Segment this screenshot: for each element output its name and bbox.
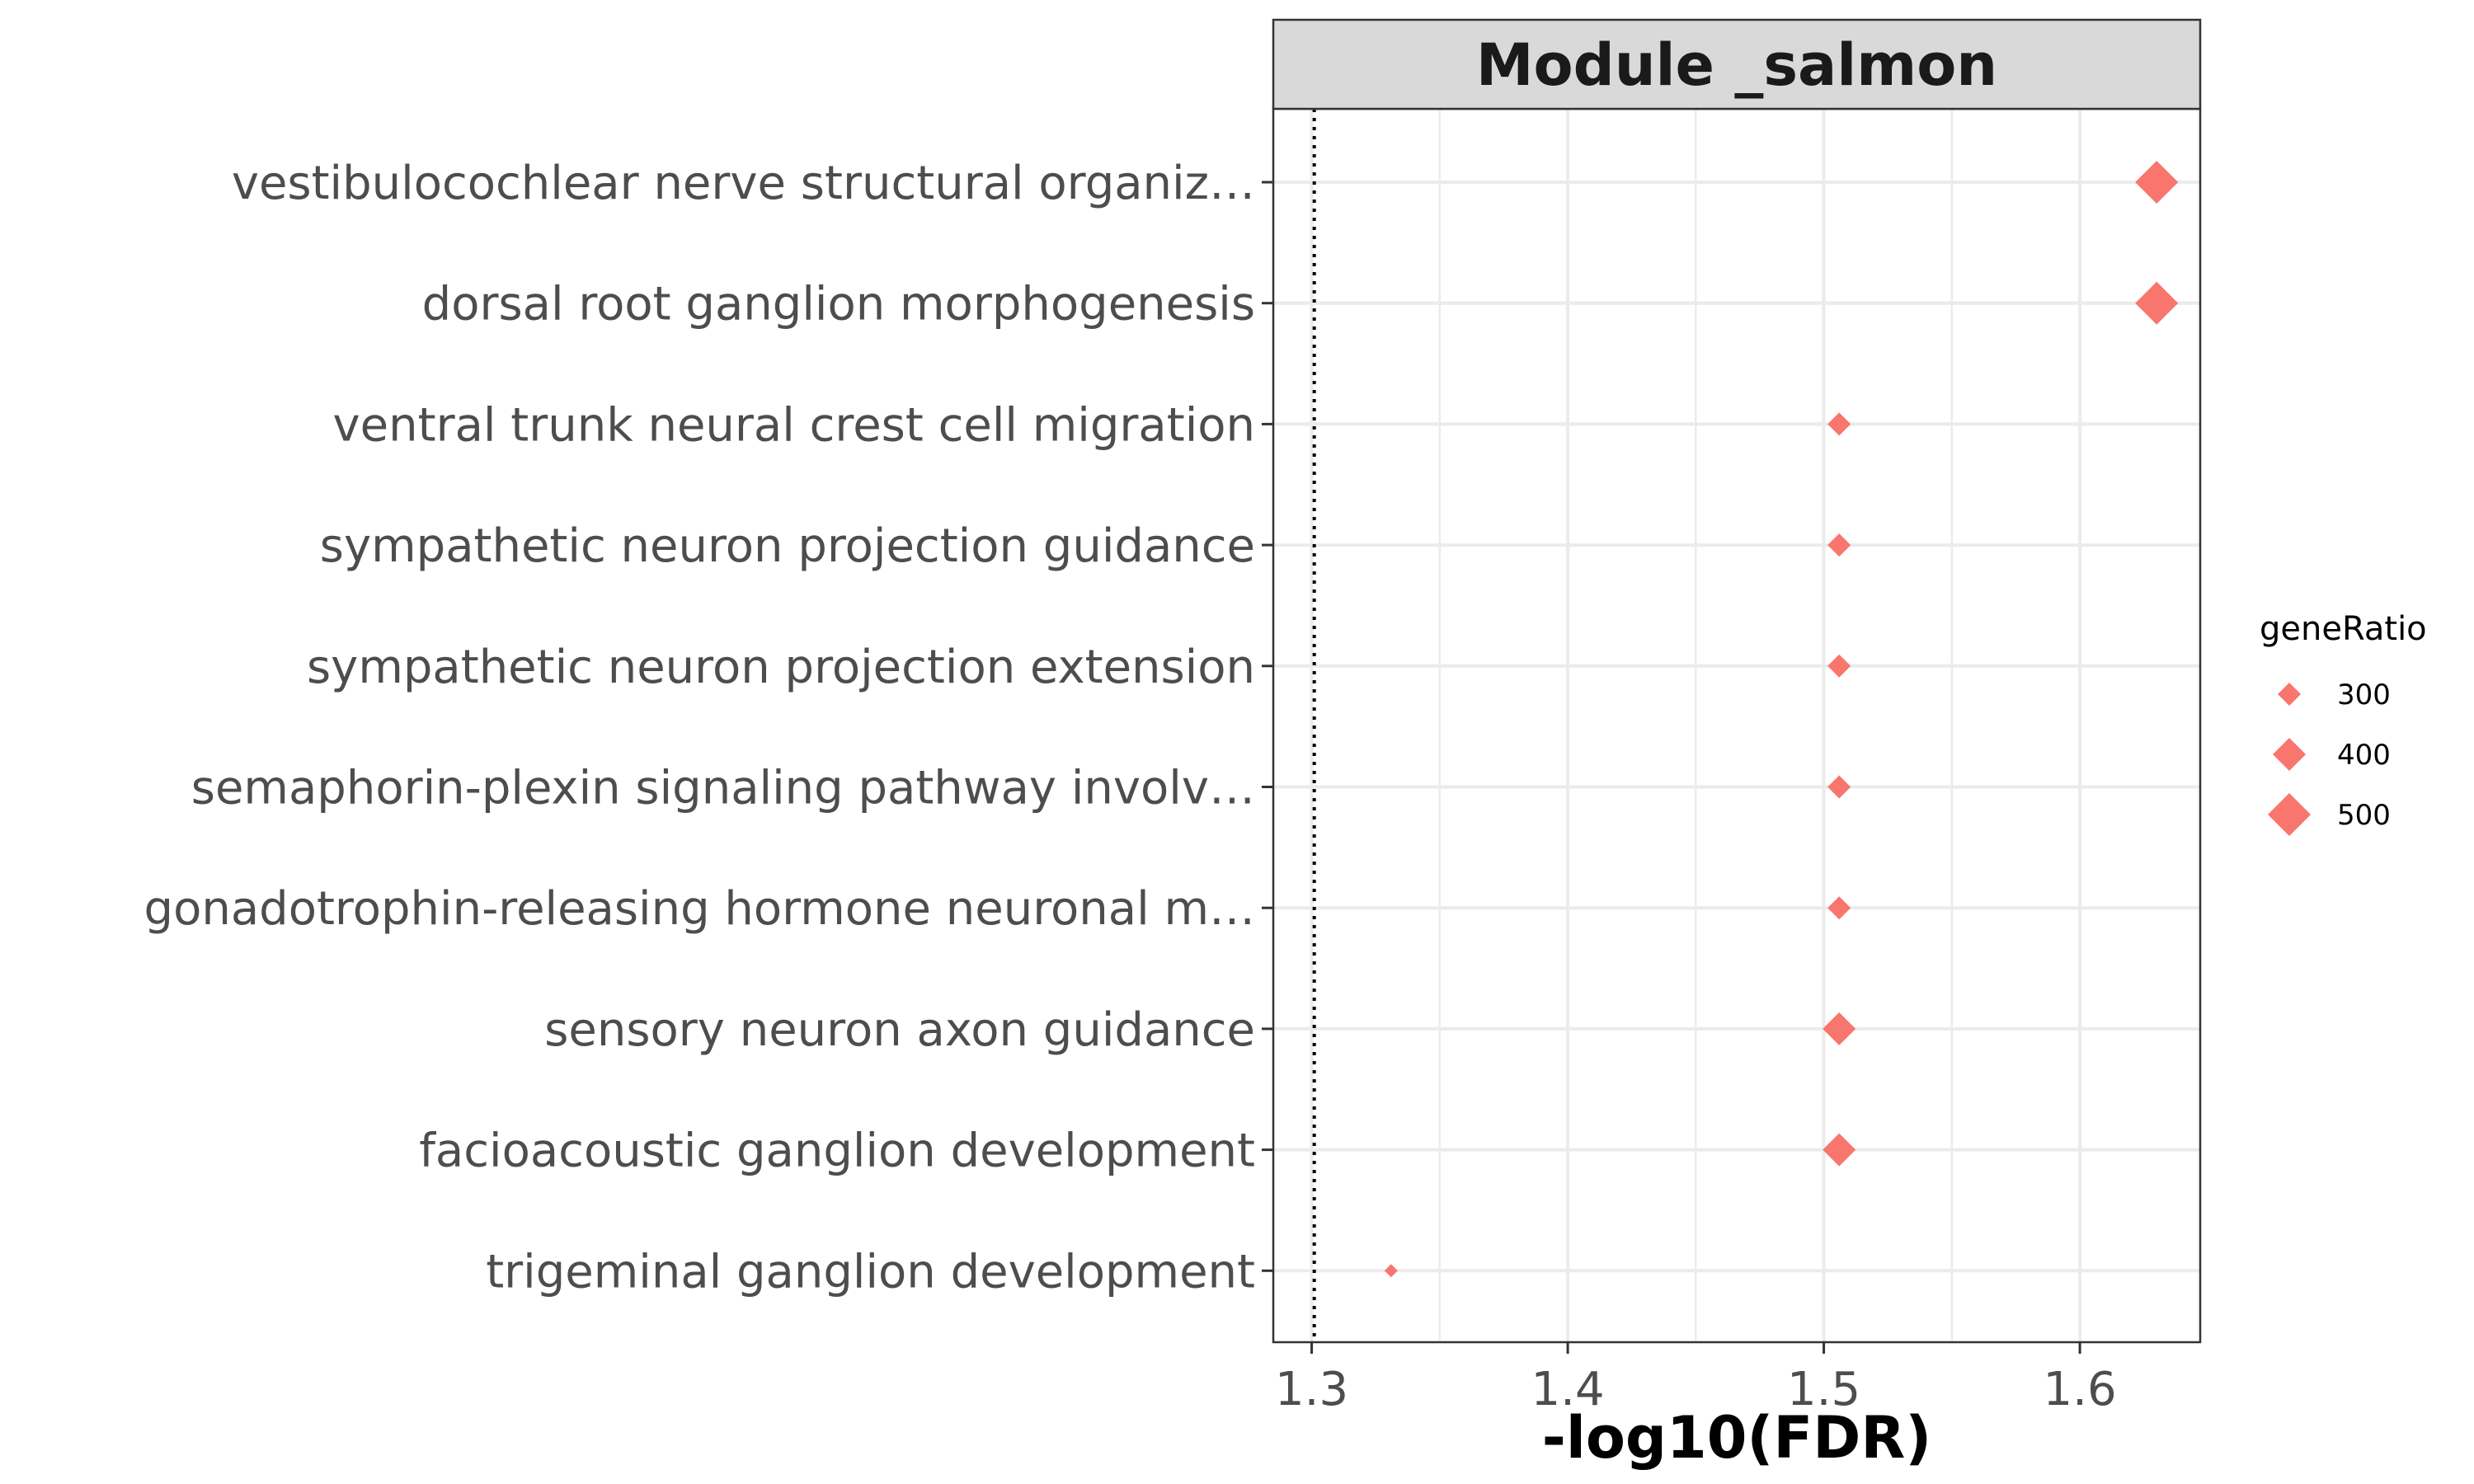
legend-label: 300: [2337, 679, 2391, 711]
plot-panel: [1273, 109, 2200, 1342]
legend-key: [2278, 683, 2301, 706]
x-axis-ticks: 1.3 1.4 1.5 1.6: [1275, 1342, 2117, 1416]
category-label: dorsal root ganglion morphogenesis: [422, 278, 1255, 331]
category-label: ventral trunk neural crest cell migratio…: [333, 398, 1255, 452]
category-label: facioacoustic ganglion development: [419, 1125, 1255, 1178]
category-label: semaphorin-plexin signaling pathway invo…: [191, 762, 1255, 815]
legend-label: 500: [2337, 799, 2391, 832]
x-tick-label: 1.5: [1787, 1363, 1860, 1416]
legend-title: geneRatio: [2260, 610, 2427, 648]
x-tick-label: 1.4: [1531, 1363, 1605, 1416]
data-point: [1827, 533, 1851, 557]
legend-key: [2268, 793, 2311, 836]
data-point: [2135, 161, 2179, 204]
data-point: [2135, 281, 2179, 325]
legend-label: 400: [2337, 739, 2391, 772]
x-axis-title: -log10(FDR): [1542, 1404, 1931, 1472]
panel-background: [1273, 109, 2200, 1342]
category-label: sympathetic neuron projection guidance: [320, 519, 1255, 573]
data-point: [1827, 775, 1851, 799]
data-point: [1823, 1012, 1856, 1045]
legend: geneRatio 300 400 500: [2260, 610, 2427, 836]
x-tick-label: 1.6: [2044, 1363, 2117, 1416]
legend-key: [2273, 738, 2306, 771]
panel-title: Module _salmon: [1476, 31, 1997, 99]
category-label: trigeminal ganglion development: [486, 1245, 1255, 1298]
category-label: sympathetic neuron projection extension: [307, 641, 1255, 694]
data-point: [1823, 1133, 1856, 1167]
panel-strip-background: [1272, 18, 2202, 110]
x-tick-label: 1.3: [1275, 1363, 1348, 1416]
data-points: [1384, 161, 2179, 1278]
category-label: sensory neuron axon guidance: [544, 1003, 1255, 1057]
grid-lines: [1273, 109, 2200, 1342]
data-point: [1827, 896, 1851, 920]
category-label: gonadotrophin-releasing hormone neuronal…: [144, 882, 1255, 936]
y-axis-labels: vestibulocochlear nerve structural organ…: [144, 157, 1273, 1298]
data-point: [1384, 1264, 1398, 1278]
panel-strip: Module _salmon: [1272, 18, 2202, 110]
category-label: vestibulocochlear nerve structural organ…: [232, 157, 1255, 210]
data-point: [1827, 654, 1851, 678]
data-point: [1827, 412, 1851, 436]
